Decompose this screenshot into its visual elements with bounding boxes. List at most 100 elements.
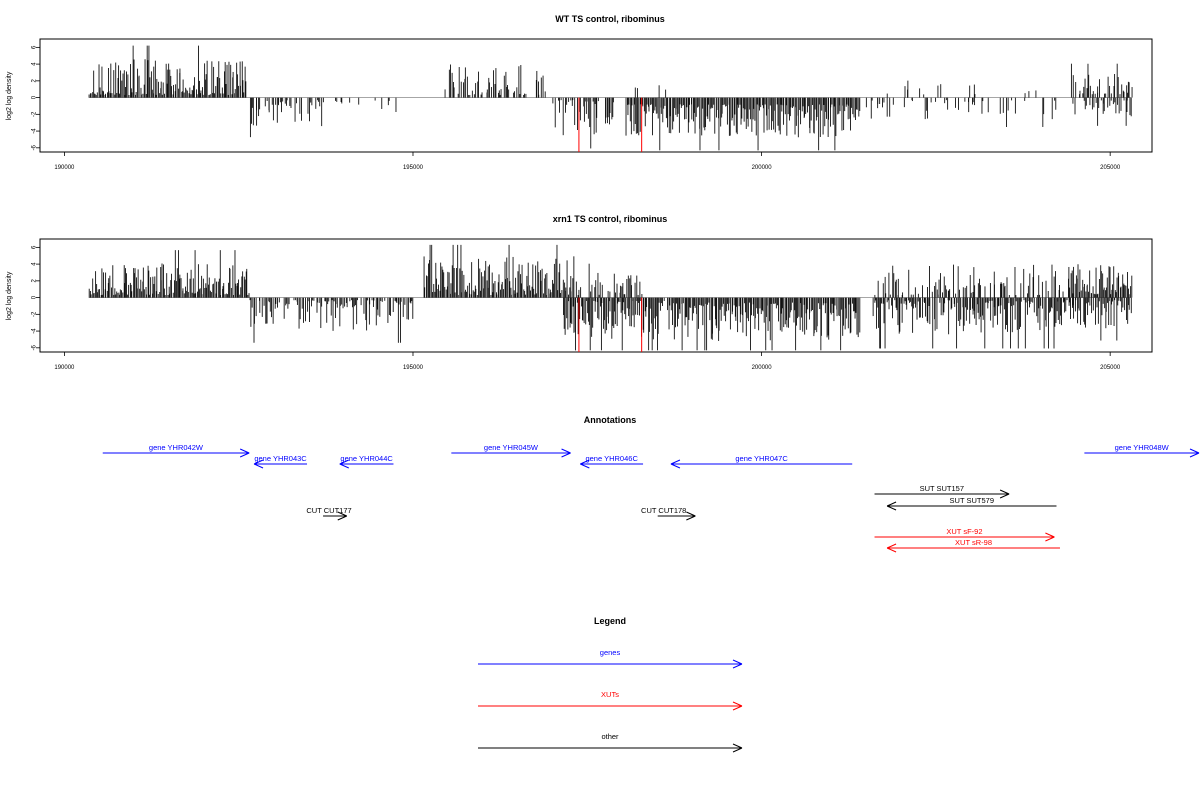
annotation-label: CUT CUT178 xyxy=(641,506,686,515)
wt-panel-title: WT TS control, ribominus xyxy=(555,14,665,24)
annotation-arrow-head xyxy=(337,511,347,517)
annotation-feature: gene YHR048W xyxy=(1084,443,1200,458)
wt-plot-frame xyxy=(39,38,1153,153)
xrn1-y-axis-label: log2 log density xyxy=(6,271,13,320)
wt-coverage-panel: WT TS control, ribominus log2 log densit… xyxy=(6,14,1153,171)
annotation-arrow-head xyxy=(886,505,897,511)
y-tick-label: -2 xyxy=(32,111,38,117)
annotation-feature: gene YHR043C xyxy=(253,454,307,469)
y-tick-label: 0 xyxy=(32,95,38,99)
annotation-arrow-head xyxy=(253,459,264,465)
annotation-arrow-head xyxy=(337,515,347,521)
annotation-arrow-head xyxy=(999,493,1010,499)
y-tick-label: -6 xyxy=(32,344,38,350)
annotation-feature: gene YHR042W xyxy=(102,443,250,458)
annotation-arrow-head xyxy=(339,459,349,465)
annotation-arrow-head xyxy=(886,547,897,553)
annotation-arrow-head xyxy=(561,448,571,454)
xrn1-plot-frame xyxy=(39,238,1153,353)
annotation-feature: XUT sR-98 xyxy=(886,538,1060,553)
y-tick-label: -4 xyxy=(32,128,38,134)
annotation-arrow-head xyxy=(239,448,250,454)
x-tick-label: 200000 xyxy=(752,365,773,371)
annotation-arrow-head xyxy=(253,463,264,469)
xrn1-axes: 6 4 2 0 -2 -4 -6 190000 195000 200000 205000 xyxy=(32,245,1121,371)
annotation-feature: SUT SUT157 xyxy=(874,484,1010,499)
annotation-label: gene YHR044C xyxy=(340,454,393,463)
wt-bars xyxy=(88,45,1133,152)
legend-panel: Legend genes XUTs other xyxy=(478,616,743,753)
annotation-arrow-head xyxy=(339,463,349,469)
legend-arrow-head xyxy=(732,743,743,749)
annotation-feature: CUT CUT178 xyxy=(641,506,696,521)
legend-label: genes xyxy=(600,648,621,657)
annotation-features: gene YHR042W gene YHR043C gene YHR044C gene… xyxy=(102,443,1200,553)
annotation-label: gene YHR047C xyxy=(735,454,788,463)
annotation-arrow-head xyxy=(999,489,1010,495)
wt-axes: 6 4 2 0 -2 -4 -6 190000 195000 200000 205000 xyxy=(32,45,1121,171)
y-tick-label: 6 xyxy=(32,45,38,49)
annotation-arrow-head xyxy=(561,452,571,458)
annotation-label: XUT sR-98 xyxy=(955,538,992,547)
legend-item: genes xyxy=(478,648,743,669)
annotation-label: XUT sF-92 xyxy=(946,527,982,536)
annotation-feature: gene YHR047C xyxy=(670,454,853,469)
legend-label: XUTs xyxy=(601,690,619,699)
annotations-title: Annotations xyxy=(584,415,637,425)
legend-arrow-head xyxy=(732,705,743,711)
y-tick-label: -4 xyxy=(32,328,38,334)
x-tick-label: 195000 xyxy=(403,165,424,171)
xrn1-panel-title: xrn1 TS control, ribominus xyxy=(553,214,668,224)
legend-label: other xyxy=(601,732,619,741)
annotation-label: SUT SUT157 xyxy=(920,484,964,493)
annotation-arrow-head xyxy=(1189,452,1200,458)
annotation-arrow-head xyxy=(1045,532,1055,538)
y-tick-label: 2 xyxy=(32,79,38,83)
x-tick-label: 190000 xyxy=(54,165,75,171)
y-tick-label: 0 xyxy=(32,295,38,299)
legend-arrow-head xyxy=(732,663,743,669)
y-tick-label: 4 xyxy=(32,262,38,266)
xrn1-bars xyxy=(88,244,1133,352)
legend-arrow-head xyxy=(732,747,743,753)
y-tick-label: 4 xyxy=(32,62,38,66)
legend-item: XUTs xyxy=(478,690,743,711)
annotation-arrow-head xyxy=(886,543,897,549)
annotation-arrow-head xyxy=(886,501,897,507)
y-tick-label: -2 xyxy=(32,311,38,317)
x-tick-label: 200000 xyxy=(752,165,773,171)
annotation-label: gene YHR042W xyxy=(149,443,204,452)
annotation-arrow-head xyxy=(686,511,696,517)
legend-item: other xyxy=(478,732,743,753)
annotation-feature: gene YHR045W xyxy=(451,443,571,458)
annotation-label: gene YHR045W xyxy=(484,443,539,452)
annotation-arrow-head xyxy=(239,452,250,458)
annotation-feature: SUT SUT579 xyxy=(886,496,1057,511)
legend-title: Legend xyxy=(594,616,626,626)
annotation-label: gene YHR048W xyxy=(1115,443,1170,452)
xrn1-coverage-panel: xrn1 TS control, ribominus log2 log dens… xyxy=(6,214,1153,371)
wt-y-axis-label: log2 log density xyxy=(6,71,13,120)
y-tick-label: -6 xyxy=(32,144,38,150)
x-tick-label: 205000 xyxy=(1100,365,1121,371)
y-tick-label: 2 xyxy=(32,279,38,283)
annotation-label: SUT SUT579 xyxy=(950,496,994,505)
legend-arrow-head xyxy=(732,701,743,707)
annotation-arrow-head xyxy=(670,463,681,469)
x-tick-label: 205000 xyxy=(1100,165,1121,171)
annotation-arrow-head xyxy=(580,463,590,469)
x-tick-label: 195000 xyxy=(403,365,424,371)
y-tick-label: 6 xyxy=(32,245,38,249)
x-tick-label: 190000 xyxy=(54,365,75,371)
annotation-arrow-head xyxy=(1189,448,1200,454)
legend-arrow-head xyxy=(732,659,743,665)
legend-items: genes XUTs other xyxy=(478,648,743,753)
annotation-feature: CUT CUT177 xyxy=(306,506,352,521)
annotation-feature: gene YHR044C xyxy=(339,454,394,469)
annotation-label: gene YHR046C xyxy=(585,454,638,463)
annotation-feature: XUT sF-92 xyxy=(874,527,1055,542)
annotation-arrow-head xyxy=(1045,536,1055,542)
annotation-feature: gene YHR046C xyxy=(580,454,644,469)
